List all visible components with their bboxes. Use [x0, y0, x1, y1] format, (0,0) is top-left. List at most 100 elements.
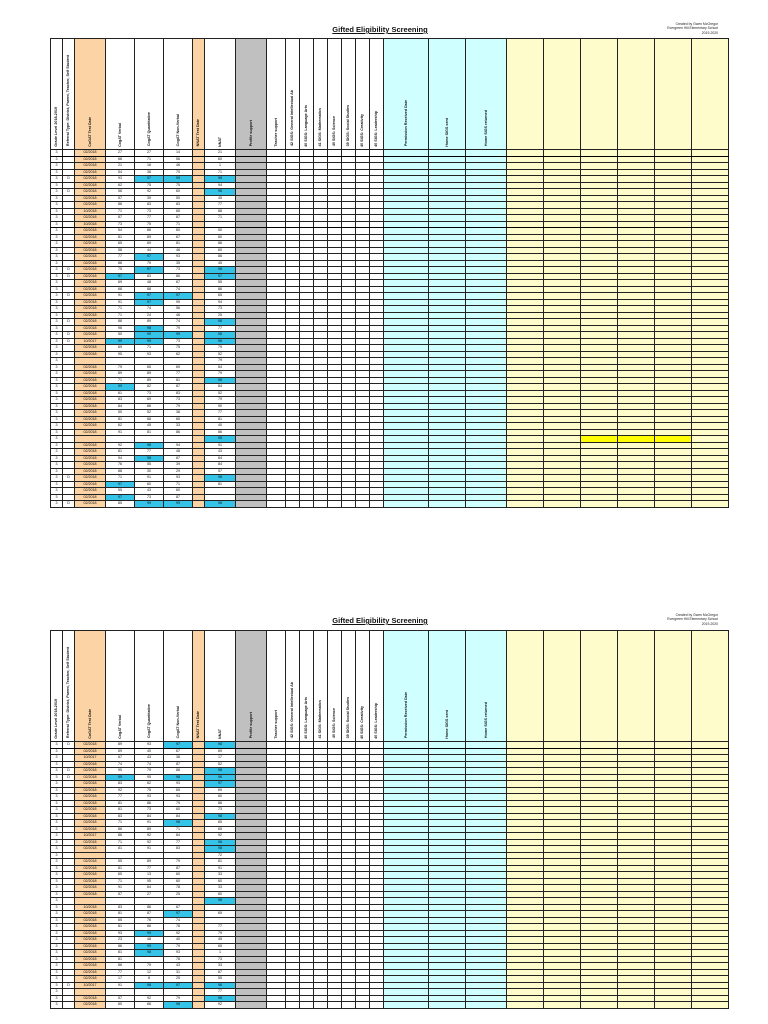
- column-header-label: Home SIGS returned: [483, 702, 488, 739]
- table-row: 3 02/2018 93 99 92 79: [50, 929, 729, 937]
- sheet-page-2: Gifted Eligibility Screening Created by …: [0, 512, 768, 1024]
- table-cell: [327, 1001, 342, 1009]
- table-row: 3 02/2018 69 40 67 69: [50, 747, 729, 755]
- table-row: 3 02/2018 57 92 79 98: [50, 994, 729, 1002]
- column-header-label: 40 SIGS: Leadership: [374, 702, 379, 739]
- credit-block: Created by Gwen McGregor Evergreen Hill …: [598, 22, 718, 35]
- table-row: 3 72: [50, 851, 729, 859]
- column-header-label: Teacher support: [273, 117, 278, 147]
- table-cell: [691, 923, 729, 931]
- credit-line: Evergreen Hill Elementary School: [667, 617, 718, 622]
- column-header: [691, 38, 729, 150]
- column-header-label: 39 SIGS: Social Studies: [346, 697, 351, 739]
- table-cell: [369, 1001, 384, 1009]
- table-cell: [654, 1001, 692, 1009]
- table-cell: 98: [204, 500, 236, 508]
- table-row: 3 D 02/2018 85 99 99 98: [50, 500, 729, 508]
- table-row: 3 D 02/2018 89 93 97 98: [50, 741, 729, 749]
- column-header: [654, 38, 692, 150]
- table-cell: [369, 500, 384, 508]
- column-header: [580, 630, 618, 742]
- sheet-title: Gifted Eligibility Screening: [332, 25, 428, 34]
- column-header-label: CogAT Quantitative: [146, 704, 151, 739]
- column-header: 40 SIGS: Science: [327, 630, 342, 742]
- table-cell: 02/2018: [74, 1001, 106, 1009]
- column-header-label: CoGAT Test Date: [87, 708, 92, 739]
- table-row: 3 D 10/2017 99 99 73 96: [50, 337, 729, 345]
- table-row: 3 02/2018 17 8 25 55: [50, 975, 729, 983]
- table-row: 3 77: [50, 988, 729, 996]
- table-cell: [691, 884, 729, 892]
- column-header-label: NNAT Test Date: [196, 711, 201, 739]
- column-header: [506, 630, 544, 742]
- column-header: Grade Level 2018-2019: [50, 38, 63, 150]
- column-header: [617, 38, 655, 150]
- column-header-label: 41 SIGS: Mathematics: [318, 699, 323, 739]
- column-header-label: 40 SIGS: Creativity: [360, 113, 365, 147]
- screening-table: Grade Level 2018-2019 Referral Type: Dist…: [50, 38, 729, 508]
- table-row: 3 02/2018 81 98 93 1: [50, 949, 729, 957]
- column-header: 40 SIGS: Science: [327, 38, 342, 150]
- table-cell: 02/2018: [74, 500, 106, 508]
- table-cell: [691, 825, 729, 833]
- table-row: 3 02/2018 91 81 86 86: [50, 428, 729, 436]
- table-cell: 60: [105, 1001, 135, 1009]
- table-cell: [355, 1001, 370, 1009]
- table-cell: [383, 1001, 429, 1009]
- header-row: Grade Level 2018-2019 Referral Type: Dist…: [50, 630, 729, 742]
- column-header-label: 42 SIGS: General Intellectual Ab: [290, 90, 295, 147]
- table-row: 3 02/2018 76 55 39 84: [50, 461, 729, 469]
- column-header-label: Permission Received Date: [403, 100, 408, 147]
- column-header-label: CogAT Quantitative: [146, 112, 151, 147]
- table-cell: 98: [163, 1001, 193, 1009]
- credit-line: Created by Gwen McGregor: [675, 22, 718, 26]
- table-cell: [691, 799, 729, 807]
- table-cell: [313, 1001, 328, 1009]
- table-cell: [691, 851, 729, 859]
- column-header-label: Profile support: [248, 120, 253, 147]
- table-row: 3 02/2018 81 86 78 77: [50, 923, 729, 931]
- table-row: 3 02/2018 81 89 67 60: [50, 233, 729, 241]
- table-cell: [691, 786, 729, 794]
- table-row: 3 02/2018 88 83 83 77: [50, 201, 729, 209]
- table-cell: [266, 1001, 286, 1009]
- sheet-title: Gifted Eligibility Screening: [332, 616, 428, 625]
- table-cell: [327, 500, 342, 508]
- column-header: Profile support: [235, 38, 267, 150]
- column-header-label: CogAT Non-Verbal: [175, 706, 180, 739]
- column-header: Home SIGS returned: [465, 38, 507, 150]
- table-cell: [465, 1001, 507, 1009]
- column-header-label: 40 SIGS: Creativity: [360, 705, 365, 739]
- table-cell: [192, 500, 205, 508]
- table-row: 3 02/2018 86 89 71 65: [50, 825, 729, 833]
- table-cell: [691, 812, 729, 820]
- credit-line: 2019-2020: [701, 30, 718, 35]
- column-header: Teacher support: [266, 38, 286, 150]
- table-row: 3 02/2018 84 86 79 90: [50, 402, 729, 410]
- table-row: 3 02/2018 54 86 60 50: [50, 227, 729, 235]
- table-cell: [691, 767, 729, 775]
- table-cell: [506, 1001, 544, 1009]
- table-cell: [691, 949, 729, 957]
- column-header: NNAT: [204, 38, 236, 150]
- table-row: 3 02/2018 91 84 78 33: [50, 884, 729, 892]
- column-header: CogAT Quantitative: [134, 630, 164, 742]
- column-header-label: Referral Type: District, Parent, Teacher…: [66, 55, 71, 147]
- column-header-label: Home SIGS sent: [444, 709, 449, 739]
- table-cell: [506, 500, 544, 508]
- table-cell: [691, 864, 729, 872]
- table-cell: [691, 760, 729, 768]
- table-cell: [654, 500, 692, 508]
- column-header: CogAT Non-Verbal: [163, 630, 193, 742]
- credit-block: Created by Gwen McGregor Evergreen Hill …: [598, 613, 718, 626]
- column-header: [543, 630, 581, 742]
- table-cell: [355, 500, 370, 508]
- table-cell: [691, 936, 729, 944]
- table-row: 3 02/2018 62 45 33 40: [50, 422, 729, 430]
- table-cell: [691, 890, 729, 898]
- column-header-label: CoGAT Test Date: [87, 116, 92, 147]
- table-cell: [299, 500, 314, 508]
- table-row: 3 02/2018 65 76 74: [50, 916, 729, 924]
- column-header-label: 40 SIGS: Language Arts: [304, 696, 309, 739]
- column-header: Grade Level 2018-2019: [50, 630, 63, 742]
